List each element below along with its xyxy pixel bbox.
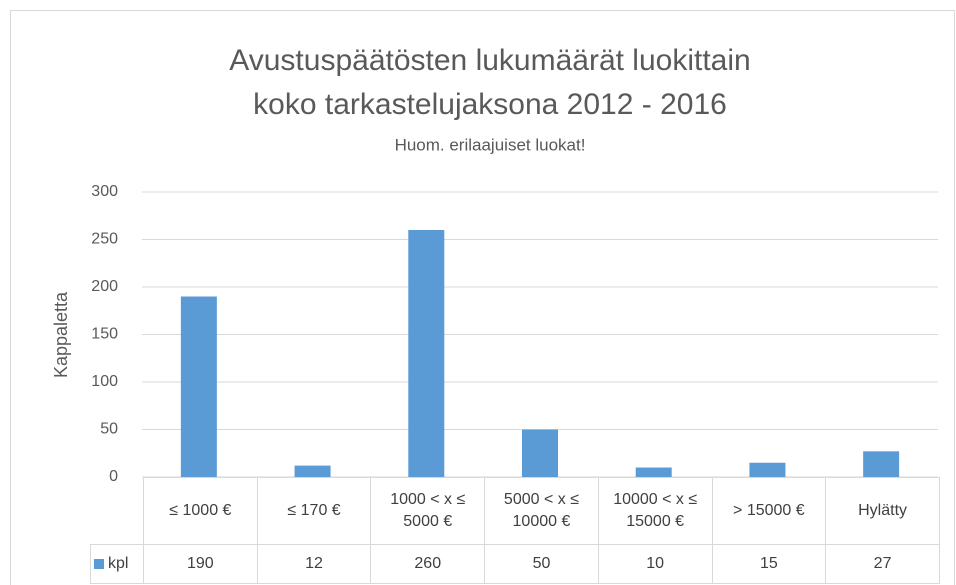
y-tick-label: 300	[91, 183, 118, 200]
x-tick-label: 1000 < x ≤ 5000 €	[370, 477, 486, 545]
bar	[408, 230, 445, 477]
y-tick-label: 200	[91, 278, 118, 295]
bar	[635, 467, 672, 477]
table-value: 260	[370, 544, 486, 584]
bar	[180, 296, 217, 477]
blank-cell	[90, 477, 144, 545]
category-row: ≤ 1000 € ≤ 170 €1000 < x ≤ 5000 €5000 < x…	[90, 477, 940, 545]
y-tick-label: 0	[109, 468, 118, 485]
y-tick-label: 150	[91, 326, 118, 343]
chart-border	[10, 10, 955, 585]
data-table: ≤ 1000 € ≤ 170 €1000 < x ≤ 5000 €5000 < x…	[90, 477, 940, 584]
bar	[522, 429, 558, 477]
bar	[294, 465, 331, 477]
x-tick-label: ≤ 170 €	[256, 477, 372, 545]
x-tick-label: > 15000 €	[711, 477, 827, 545]
x-tick-label: 5000 < x ≤ 10000 €	[484, 477, 599, 545]
table-value: 15	[711, 544, 827, 584]
table-value: 190	[143, 544, 258, 584]
x-tick-label: 10000 < x ≤ 15000 €	[597, 477, 713, 545]
legend-key	[94, 558, 104, 569]
x-tick-label: ≤ 1000 €	[143, 477, 258, 545]
chart-title: koko tarkastelujaksona 2012 - 2016	[253, 88, 727, 121]
y-tick-label: 100	[91, 373, 118, 390]
table-value: 10	[597, 544, 713, 584]
y-tick-label: 250	[91, 231, 118, 248]
table-value: 12	[256, 544, 372, 584]
table-value: 27	[825, 544, 940, 584]
x-tick-label: Hylätty	[825, 477, 940, 545]
legend-label: kpl	[108, 555, 129, 572]
table-value: 50	[484, 544, 599, 584]
value-row: kpl 190 12 260 50 10 15 27	[90, 544, 940, 584]
bar	[749, 462, 786, 477]
bar	[863, 451, 900, 477]
chart-title: Avustuspäätösten lukumäärät luokittain	[229, 44, 750, 77]
y-axis-label: Kappaletta	[51, 291, 71, 378]
y-tick-label: 50	[100, 421, 118, 438]
legend-cell: kpl	[90, 544, 144, 584]
chart-subtitle: Huom. erilaajuiset luokat!	[395, 135, 586, 154]
